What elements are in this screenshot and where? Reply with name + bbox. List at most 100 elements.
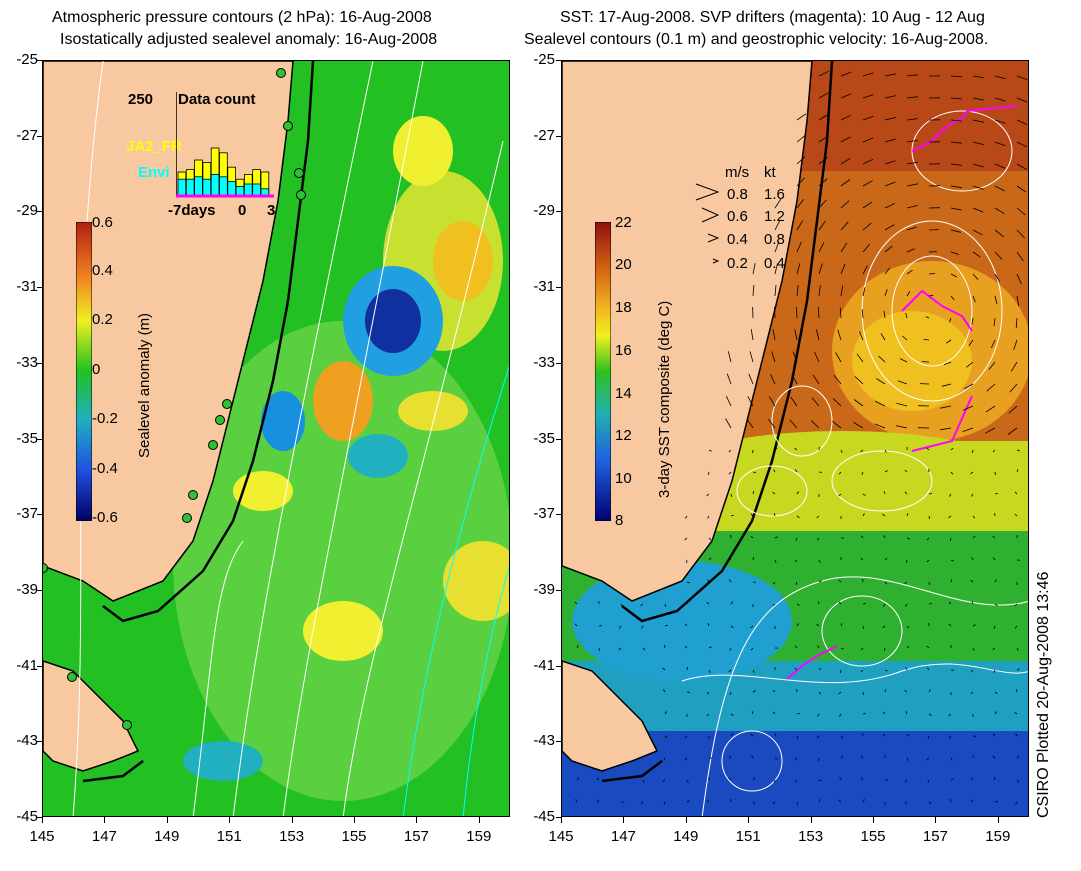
velocity-arrow: [838, 799, 842, 803]
velocity-arrow: [795, 581, 798, 585]
velocity-arrow: [950, 119, 962, 122]
velocity-arrow: [992, 755, 996, 759]
velocity-arrow: [750, 733, 754, 737]
velocity-arrow: [818, 156, 828, 165]
velocity-arrow: [791, 374, 798, 385]
velocity-arrow: [906, 74, 918, 77]
velocity-arrow: [906, 537, 910, 540]
velocity-arrow: [794, 645, 798, 649]
velocity-arrow: [862, 713, 866, 715]
velocity-arrow: [884, 449, 887, 453]
velocity-arrow: [1008, 405, 1018, 414]
velocity-arrow: [708, 646, 712, 649]
velocity-arrow: [707, 579, 710, 583]
velocity-arrow: [1014, 513, 1018, 517]
velocity-arrow: [794, 559, 798, 563]
velocity-arrow: [706, 691, 710, 695]
velocity-arrow: [874, 400, 886, 407]
velocity-arrow: [837, 329, 842, 341]
velocity-arrow: [730, 534, 732, 539]
velocity-arrow: [840, 221, 849, 231]
lon-label: 157: [922, 828, 948, 845]
sealevel-anomaly-map: [42, 60, 510, 817]
velocity-arrow: [948, 515, 952, 519]
velocity-arrow: [772, 603, 776, 607]
velocity-arrow: [906, 291, 911, 297]
velocity-arrow: [860, 647, 864, 651]
lat-tick: [556, 362, 561, 364]
velocity-arrow: [684, 645, 688, 649]
velocity-arrow: [774, 241, 780, 253]
velocity-arrow: [576, 645, 579, 649]
inset-xtick: 0: [238, 202, 247, 219]
sealevel-tick: -0.2: [92, 410, 118, 427]
lat-tick: [37, 817, 42, 818]
velocity-arrow: [684, 757, 688, 761]
velocity-arrow: [926, 447, 930, 451]
velocity-arrow: [752, 690, 756, 693]
lat-tick: [37, 741, 42, 743]
velocity-arrow: [971, 601, 974, 605]
velocity-arrow: [811, 397, 820, 407]
velocity-arrow: [856, 353, 864, 363]
velocity-arrow: [794, 779, 798, 783]
velocity-arrow: [1016, 755, 1020, 759]
velocity-arrow: [861, 471, 864, 475]
velocity-arrow: [1014, 491, 1018, 495]
velocity-arrow: [972, 75, 984, 79]
velocity-arrow: [796, 134, 806, 143]
velocity-arrow: [746, 418, 754, 429]
velocity-arrow: [882, 625, 886, 629]
lat-tick: [37, 362, 42, 364]
lat-tick: [556, 514, 561, 516]
velocity-arrow: [1013, 339, 1018, 351]
velocity-arrow: [1014, 711, 1018, 715]
velocity-arrow: [994, 295, 998, 305]
lat-label: -31: [533, 278, 555, 296]
velocity-arrow: [730, 713, 734, 716]
lat-label: -41: [16, 656, 38, 674]
velocity-arrow: [897, 380, 908, 385]
velocity-legend-ms: 0.8: [727, 186, 748, 203]
velocity-arrow: [950, 163, 962, 166]
velocity-arrow: [862, 265, 868, 275]
velocity-arrow: [796, 285, 799, 297]
lat-label: -27: [533, 126, 555, 144]
velocity-arrow: [862, 201, 873, 209]
velocity-arrow: [948, 623, 952, 627]
lat-label: -33: [16, 353, 38, 371]
sst-tick: 10: [615, 470, 632, 487]
velocity-arrow: [948, 601, 952, 605]
velocity-arrow: [992, 557, 996, 561]
lon-tick: [685, 817, 687, 823]
sst-map: [561, 60, 1029, 817]
velocity-arrow: [994, 119, 1006, 124]
velocity-arrow: [1016, 185, 1027, 193]
velocity-arrow: [1015, 733, 1018, 737]
velocity-arrow: [818, 242, 825, 253]
velocity-arrow: [750, 513, 754, 517]
velocity-arrow: [840, 93, 852, 99]
velocity-arrow: [730, 625, 734, 629]
lat-tick: [556, 589, 561, 591]
velocity-arrow: [950, 185, 962, 189]
velocity-arrow: [972, 535, 976, 539]
velocity-arrow: [840, 647, 844, 650]
velocity-arrow: [992, 733, 996, 737]
velocity-arrow: [730, 514, 735, 517]
velocity-arrow: [727, 351, 732, 363]
lon-label: 147: [610, 828, 636, 845]
velocity-arrow: [854, 376, 864, 385]
velocity-arrow: [729, 691, 732, 695]
velocity-arrow: [839, 713, 842, 717]
lat-tick: [37, 135, 42, 137]
lon-label: 153: [798, 828, 824, 845]
velocity-arrow: [927, 735, 930, 739]
velocity-arrow: [750, 625, 754, 629]
velocity-arrow: [964, 383, 974, 390]
inset-xtick: 3: [267, 202, 276, 219]
lon-label: 145: [548, 828, 574, 845]
envi-count-bar: [210, 174, 220, 197]
velocity-arrow: [707, 471, 710, 476]
velocity-arrow: [708, 537, 712, 541]
